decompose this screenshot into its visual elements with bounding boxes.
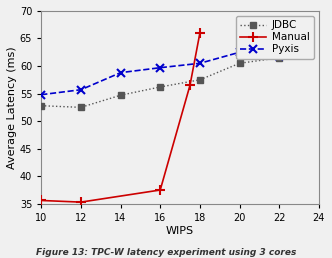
JDBC — [238, 62, 242, 65]
X-axis label: WIPS: WIPS — [166, 225, 194, 236]
Text: Figure 13: TPC-W latency experiment using 3 cores: Figure 13: TPC-W latency experiment usin… — [36, 248, 296, 257]
JDBC — [79, 106, 83, 109]
JDBC — [119, 94, 123, 97]
Manual — [198, 31, 202, 35]
Pyxis — [79, 88, 83, 91]
JDBC — [39, 104, 43, 107]
Pyxis — [39, 93, 43, 96]
Pyxis — [158, 66, 162, 69]
Legend: JDBC, Manual, Pyxis: JDBC, Manual, Pyxis — [236, 16, 314, 59]
Line: JDBC: JDBC — [38, 55, 282, 110]
Pyxis — [277, 55, 281, 58]
Manual — [188, 84, 192, 87]
JDBC — [198, 78, 202, 81]
Pyxis — [119, 71, 123, 74]
Pyxis — [238, 51, 242, 54]
Pyxis — [198, 62, 202, 65]
Line: Pyxis: Pyxis — [38, 49, 283, 99]
Manual — [39, 199, 43, 202]
Y-axis label: Average Latency (ms): Average Latency (ms) — [7, 46, 17, 169]
Line: Manual: Manual — [37, 28, 205, 207]
JDBC — [277, 56, 281, 59]
Manual — [79, 200, 83, 204]
JDBC — [158, 85, 162, 88]
Manual — [158, 188, 162, 191]
